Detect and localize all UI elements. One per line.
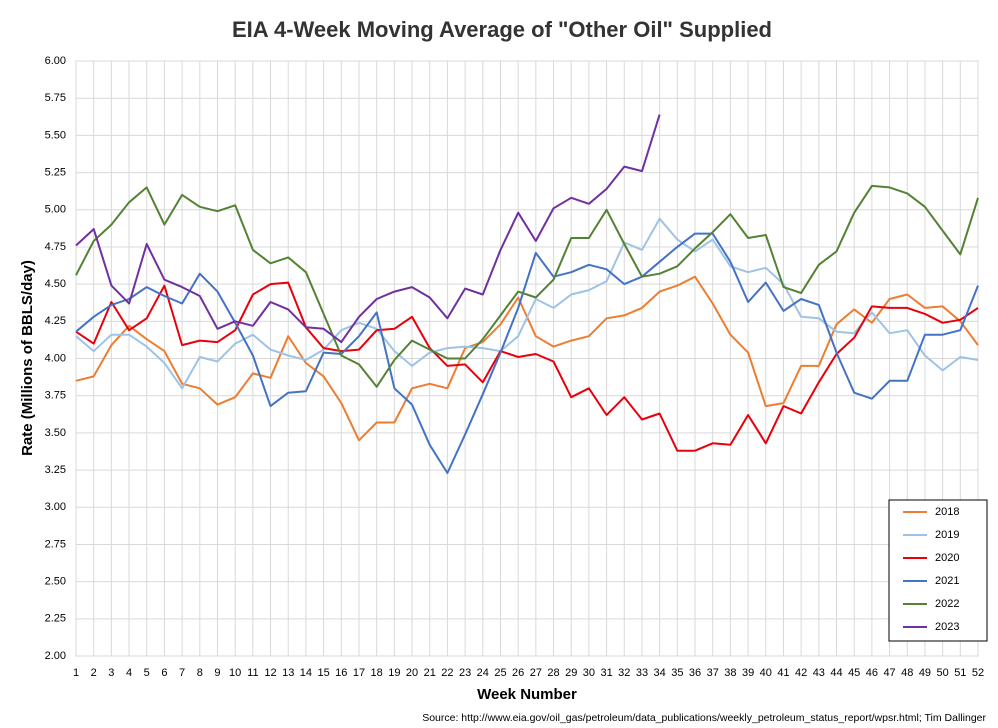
x-tick-label: 32 — [618, 667, 630, 679]
y-tick-label: 3.50 — [45, 427, 66, 439]
series-line — [75, 232, 979, 474]
x-tick-label: 50 — [937, 667, 949, 679]
x-tick-label: 21 — [424, 667, 436, 679]
x-tick-label: 14 — [300, 667, 312, 679]
x-tick-label: 39 — [742, 667, 754, 679]
x-tick-label: 13 — [282, 667, 294, 679]
x-tick-label: 12 — [264, 667, 276, 679]
x-tick-label: 40 — [760, 667, 772, 679]
x-tick-label: 9 — [214, 667, 220, 679]
x-tick-label: 11 — [247, 667, 258, 679]
x-tick-label: 31 — [600, 667, 612, 679]
x-tick-label: 6 — [161, 667, 167, 679]
y-tick-label: 5.25 — [45, 166, 66, 178]
series-line — [75, 114, 661, 344]
x-tick-label: 18 — [371, 667, 383, 679]
y-tick-label: 2.00 — [45, 650, 66, 662]
x-tick-label: 36 — [689, 667, 701, 679]
series-line — [75, 217, 979, 390]
x-tick-label: 28 — [547, 667, 559, 679]
y-tick-label: 5.75 — [45, 92, 66, 104]
x-tick-label: 43 — [813, 667, 825, 679]
legend-label: 2022 — [935, 598, 959, 610]
x-tick-label: 22 — [441, 667, 453, 679]
y-tick-label: 6.00 — [45, 55, 66, 67]
x-tick-label: 52 — [972, 667, 984, 679]
x-tick-label: 49 — [919, 667, 931, 679]
y-tick-label: 2.25 — [45, 613, 66, 625]
y-tick-label: 2.50 — [45, 576, 66, 588]
y-tick-label: 3.25 — [45, 464, 66, 476]
x-tick-label: 1 — [73, 667, 79, 679]
y-tick-label: 2.75 — [45, 538, 66, 550]
x-tick-label: 25 — [494, 667, 506, 679]
x-tick-label: 4 — [126, 667, 132, 679]
x-tick-label: 27 — [530, 667, 542, 679]
legend-label: 2018 — [935, 506, 959, 518]
x-tick-label: 16 — [335, 667, 347, 679]
x-tick-label: 23 — [459, 667, 471, 679]
x-tick-label: 46 — [866, 667, 878, 679]
x-tick-label: 37 — [707, 667, 719, 679]
y-tick-label: 5.00 — [45, 204, 66, 216]
y-axis-label: Rate (Millions of BBLS/day) — [19, 260, 36, 456]
source-note: Source: http://www.eia.gov/oil_gas/petro… — [422, 712, 986, 724]
y-tick-label: 3.75 — [45, 390, 66, 402]
x-tick-label: 3 — [108, 667, 114, 679]
legend-label: 2023 — [935, 621, 959, 633]
x-tick-label: 19 — [388, 667, 400, 679]
x-tick-label: 24 — [477, 667, 489, 679]
x-tick-label: 48 — [901, 667, 913, 679]
x-tick-label: 5 — [144, 667, 150, 679]
x-tick-label: 47 — [883, 667, 895, 679]
x-tick-label: 17 — [353, 667, 365, 679]
x-axis-label: Week Number — [477, 686, 577, 703]
x-tick-label: 42 — [795, 667, 807, 679]
x-tick-label: 2 — [91, 667, 97, 679]
x-tick-label: 51 — [954, 667, 966, 679]
x-tick-label: 7 — [179, 667, 185, 679]
y-tick-label: 4.25 — [45, 315, 66, 327]
x-tick-label: 34 — [654, 667, 666, 679]
x-tick-label: 20 — [406, 667, 418, 679]
x-tick-label: 38 — [724, 667, 736, 679]
y-tick-label: 5.50 — [45, 129, 66, 141]
x-tick-label: 29 — [565, 667, 577, 679]
y-tick-label: 3.00 — [45, 501, 66, 513]
x-tick-label: 30 — [583, 667, 595, 679]
y-tick-label: 4.00 — [45, 352, 66, 364]
series-line — [75, 281, 979, 452]
x-tick-label: 8 — [197, 667, 203, 679]
x-tick-label: 44 — [830, 667, 842, 679]
x-tick-label: 10 — [229, 667, 241, 679]
series-line — [75, 184, 979, 388]
y-tick-label: 4.75 — [45, 241, 66, 253]
x-tick-label: 15 — [317, 667, 329, 679]
legend-label: 2020 — [935, 552, 959, 564]
legend-box — [888, 499, 988, 642]
x-tick-label: 26 — [512, 667, 524, 679]
x-tick-label: 45 — [848, 667, 860, 679]
chart-title: EIA 4-Week Moving Average of "Other Oil"… — [232, 17, 772, 42]
y-tick-label: 4.50 — [45, 278, 66, 290]
x-tick-label: 33 — [636, 667, 648, 679]
legend-label: 2021 — [935, 575, 959, 587]
x-tick-label: 35 — [671, 667, 683, 679]
x-tick-label: 41 — [777, 667, 789, 679]
legend-label: 2019 — [935, 529, 959, 541]
